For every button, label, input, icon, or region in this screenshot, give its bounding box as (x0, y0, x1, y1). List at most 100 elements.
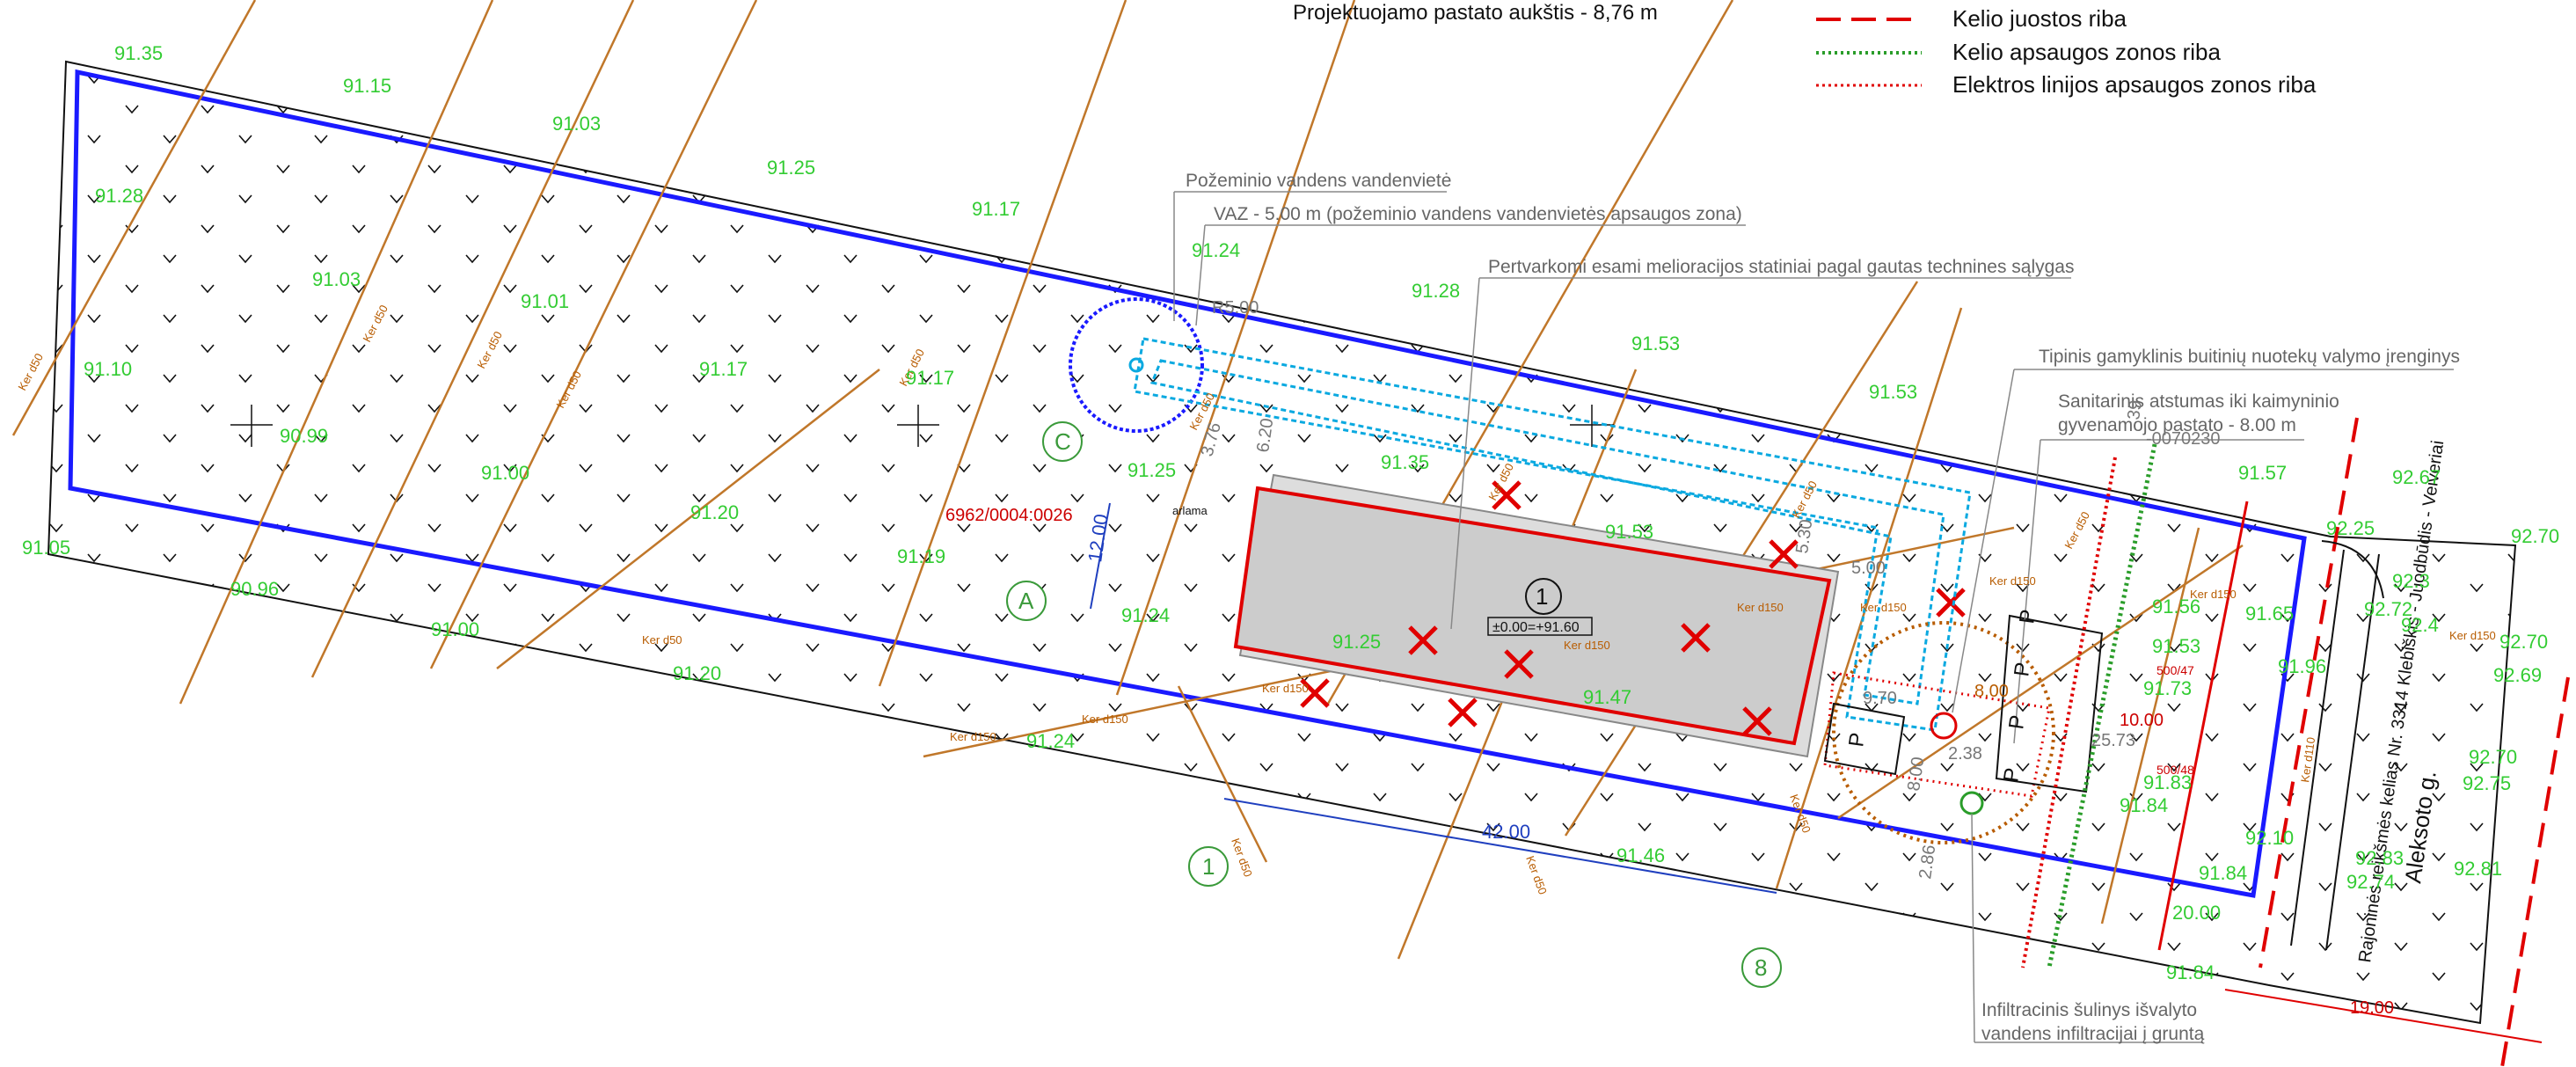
elevation-label: 92.72 (2364, 598, 2412, 620)
elevation-label: 91.17 (699, 358, 748, 380)
pipe-label: Ker d50 (1229, 837, 1255, 879)
axis-label-a: A (1018, 588, 1034, 614)
pipe-label: Ker d150 (1989, 574, 2036, 588)
parcel-partial-label: arlama (1172, 504, 1208, 517)
elevation-label: 91.47 (1583, 686, 1631, 708)
parking-label: P (1999, 766, 2025, 784)
elevation-label: 90.96 (230, 578, 279, 600)
dim-10: 10.00 (2120, 711, 2164, 730)
elevation-label: 92.25 (2326, 517, 2375, 539)
elevation-label: 92.67 (2392, 466, 2441, 488)
dim-5a: 5.00 (1851, 559, 1886, 578)
elevation-label: 92.81 (2454, 858, 2502, 880)
elevation-label: 91.00 (481, 462, 529, 484)
elevation-label: 91.20 (673, 662, 721, 684)
elevation-label: 91.83 (2143, 771, 2192, 793)
axis-bubble-a (1006, 581, 1047, 621)
note-leaders (1173, 191, 2454, 1043)
pipe-label: Ker d150 (1262, 682, 1309, 695)
pipe-label: Ker d150 (2449, 629, 2496, 642)
parking-labels: P P P P P (1844, 608, 2040, 784)
elevation-label: 91.84 (2120, 794, 2168, 816)
road-strip-boundary (2259, 417, 2359, 968)
pipe-label: Ker d150 (2190, 588, 2237, 601)
elevation-label: 91.53 (1605, 521, 1653, 543)
elevation-label: 91.03 (312, 268, 361, 290)
elevation-label: 91.24 (1026, 730, 1075, 752)
elevation-label: 91.65 (2245, 603, 2294, 625)
elevation-label: 91.57 (2238, 462, 2287, 484)
parcel-number: 6962/0004:0026 (945, 506, 1073, 525)
elevation-label: 91.01 (521, 290, 569, 312)
note-sanitary-1: Sanitarinis atstumas iki kaimyninio (2058, 391, 2339, 412)
note-groundwater: Požeminio vandens vandenvietė (1186, 171, 1451, 191)
building-number-circle (1525, 578, 1562, 615)
pipe-label: Ker d110 (2298, 736, 2317, 783)
elevation-label: 91.10 (84, 358, 132, 380)
elevation-label: 91.53 (2152, 635, 2200, 657)
removal-crosses (1300, 480, 1966, 736)
elevation-label: 92.4 (2401, 614, 2439, 636)
parking-label: P (2010, 661, 2035, 678)
pipe-label: Ker d150 (1737, 601, 1784, 614)
dim-20: 20.00 (2172, 902, 2221, 924)
elevation-label: 91.46 (1616, 844, 1665, 866)
dim-2573: 25.73 (2091, 731, 2135, 750)
axis-bubble-c (1042, 421, 1083, 462)
elevation-label: 91.00 (431, 618, 479, 640)
dim-line-19 (2224, 989, 2543, 1043)
building-level-box (1487, 617, 1593, 636)
road-edge-hatch (2290, 549, 2380, 951)
drawing-title: Projektuojamo pastato aukštis - 8,76 m (1293, 1, 1658, 25)
elevation-label: 90.99 (280, 425, 328, 447)
elevation-label: 91.24 (1192, 239, 1240, 261)
dim-970: 9.70 (1863, 689, 1897, 708)
building-number: 1 (1536, 583, 1548, 610)
elevation-labels: 91.35 91.15 91.03 91.25 91.17 91.24 91.2… (22, 42, 2559, 983)
dim-238: 2.38 (1948, 744, 1982, 764)
elevation-label: 91.28 (95, 185, 143, 207)
elevation-label: 91.25 (767, 157, 815, 179)
elevation-label: 91.24 (1121, 604, 1170, 626)
elevation-label: 91.73 (2143, 677, 2192, 699)
elevation-label: 92.3 (2392, 570, 2430, 592)
parcel-top-label: -0070230 (2146, 429, 2221, 449)
note-sanitary-2: gyvenamojo pastato - 8.00 m (2058, 415, 2296, 435)
elevation-label: 91.84 (2199, 862, 2247, 884)
road-protection-zone (2047, 443, 2157, 968)
elevation-label: 92.10 (2245, 827, 2294, 849)
building-zone-boundary (68, 69, 2307, 898)
parking-label: P (2004, 713, 2030, 731)
elevation-label: 91.53 (1631, 333, 1680, 354)
elevation-label: 91.28 (1412, 280, 1460, 302)
elevation-label: 92.69 (2493, 664, 2542, 686)
axis-label-8: 8 (1755, 954, 1767, 981)
axis-label-1: 1 (1202, 853, 1215, 880)
axis-bubble-1 (1188, 846, 1229, 887)
building-footprint (1233, 486, 1832, 746)
note-vaz: VAZ - 5.00 m (požeminio vandens vandenvi… (1214, 204, 1742, 224)
elevation-label: 91.56 (2152, 596, 2200, 618)
elevation-label: 91.17 (972, 198, 1020, 220)
pipe-label: Ker d150 (1860, 601, 1907, 614)
power-pole-label-b: 500/48 (2156, 763, 2194, 777)
elevation-label: 91.20 (690, 501, 739, 523)
pipe-label: Ker d150 (1082, 713, 1128, 726)
building-level: ±0.00=+91.60 (1492, 620, 1580, 635)
elevation-label: 91.05 (22, 537, 70, 559)
road-curve (2321, 540, 2384, 599)
note-infiltration-2: vandens infiltracijai į gruntą (1981, 1024, 2205, 1044)
elevation-label: 92.83 (2355, 847, 2404, 869)
pipe-label: Ker d150 (1564, 639, 1610, 652)
dim-19: 19.00 (2350, 998, 2394, 1018)
elevation-label: 91.84 (2166, 961, 2215, 983)
axis-bubble-8 (1741, 947, 1782, 988)
elevation-label: 91.25 (1127, 459, 1176, 481)
electric-protection-zone (1823, 671, 2051, 798)
elevation-label: 92.70 (2469, 746, 2517, 768)
elevation-label: 91.53 (1869, 381, 1917, 403)
elevation-label: 92.70 (2499, 631, 2548, 653)
pipe-label: Ker d150 (950, 730, 996, 743)
dim-r5: R5.00 (1212, 298, 1259, 318)
